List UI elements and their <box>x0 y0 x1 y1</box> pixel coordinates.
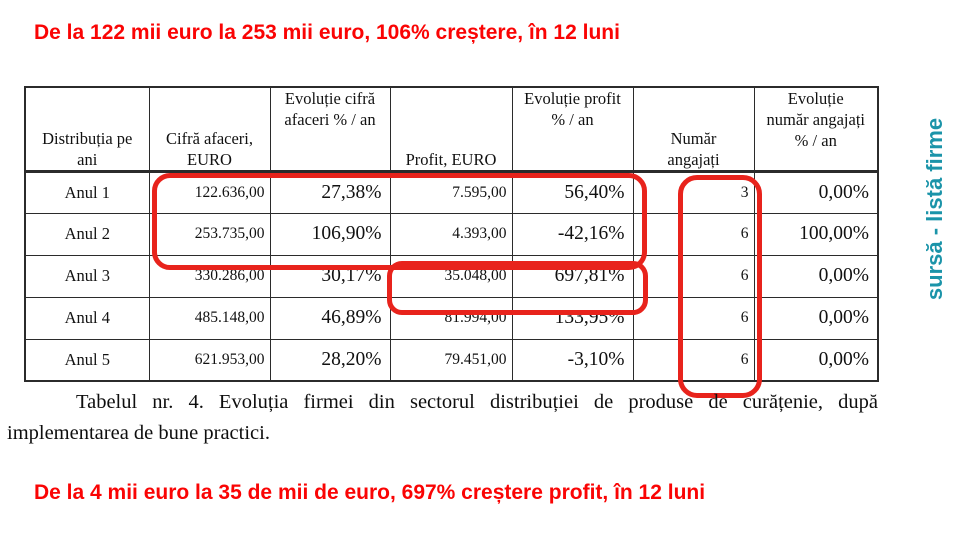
cell-profit-growth: 133,95% <box>511 296 634 340</box>
col-header-employees: Număr angajați <box>632 86 755 173</box>
cell-employees-growth: 0,00% <box>753 296 879 340</box>
cell-turnover-growth: 27,38% <box>269 170 391 214</box>
col-header-years: Distribuția pe ani <box>24 86 150 173</box>
col-header-profit-growth: Evoluție profit % / an <box>511 86 634 173</box>
table-row-year2: Anul 2 253.735,00 106,90% 4.393,00 -42,1… <box>24 212 879 256</box>
cell-profit-growth: -3,10% <box>511 338 634 382</box>
cell-employees: 6 <box>632 212 755 256</box>
cell-profit: 7.595,00 <box>389 170 513 214</box>
table-caption: Tabelul nr. 4. Evoluția firmei din sectorul dis… <box>7 391 878 444</box>
cell-profit-growth: 56,40% <box>511 170 634 214</box>
table-row-year1: Anul 1 122.636,00 27,38% 7.595,00 56,40%… <box>24 170 879 214</box>
cell-employees: 6 <box>632 296 755 340</box>
cell-employees-growth: 0,00% <box>753 254 879 298</box>
cell-turnover: 485.148,00 <box>148 296 271 340</box>
headline-revenue-growth: De la 122 mii euro la 253 mii euro, 106%… <box>34 21 620 44</box>
col-header-turnover-growth: Evoluție cifră afaceri % / an <box>269 86 391 173</box>
cell-turnover-growth: 30,17% <box>269 254 391 298</box>
col-header-employees-growth: Evoluție număr angajați % / an <box>753 86 879 173</box>
table-row-year3: Anul 3 330.286,00 30,17% 35.048,00 697,8… <box>24 254 879 298</box>
table-row-year5: Anul 5 621.953,00 28,20% 79.451,00 -3,10… <box>24 338 879 382</box>
cell-year: Anul 1 <box>24 170 150 214</box>
cell-profit: 79.451,00 <box>389 338 513 382</box>
cell-turnover: 122.636,00 <box>148 170 271 214</box>
cell-employees-growth: 0,00% <box>753 170 879 214</box>
cell-profit-growth: 697,81% <box>511 254 634 298</box>
cell-turnover-growth: 106,90% <box>269 212 391 256</box>
cell-profit: 81.994,00 <box>389 296 513 340</box>
cell-employees-growth: 0,00% <box>753 338 879 382</box>
table-row-year4: Anul 4 485.148,00 46,89% 81.994,00 133,9… <box>24 296 879 340</box>
cell-turnover: 253.735,00 <box>148 212 271 256</box>
cell-employees: 6 <box>632 254 755 298</box>
cell-year: Anul 2 <box>24 212 150 256</box>
cell-year: Anul 5 <box>24 338 150 382</box>
cell-employees: 3 <box>632 170 755 214</box>
source-link-label[interactable]: sursă - listă firme <box>922 117 947 301</box>
cell-turnover-growth: 28,20% <box>269 338 391 382</box>
cell-profit: 35.048,00 <box>389 254 513 298</box>
cell-year: Anul 3 <box>24 254 150 298</box>
cell-turnover: 330.286,00 <box>148 254 271 298</box>
cell-year: Anul 4 <box>24 296 150 340</box>
col-header-turnover: Cifră afaceri, EURO <box>148 86 271 173</box>
cell-employees: 6 <box>632 338 755 382</box>
results-table-wrapper: Distribuția pe ani Cifră afaceri, EURO E… <box>24 86 879 382</box>
col-header-profit: Profit, EURO <box>389 86 513 173</box>
header-row: Distribuția pe ani Cifră afaceri, EURO E… <box>24 86 879 173</box>
cell-profit: 4.393,00 <box>389 212 513 256</box>
results-table: Distribuția pe ani Cifră afaceri, EURO E… <box>24 86 879 382</box>
cell-employees-growth: 100,00% <box>753 212 879 256</box>
cell-turnover-growth: 46,89% <box>269 296 391 340</box>
table-caption-line2: implementarea de bune practici. <box>7 422 270 444</box>
cell-profit-growth: -42,16% <box>511 212 634 256</box>
cell-turnover: 621.953,00 <box>148 338 271 382</box>
table-caption-line1: Tabelul nr. 4. Evoluția firmei din sectorul dis… <box>76 391 878 413</box>
headline-profit-growth: De la 4 mii euro la 35 de mii de euro, 6… <box>34 481 706 504</box>
